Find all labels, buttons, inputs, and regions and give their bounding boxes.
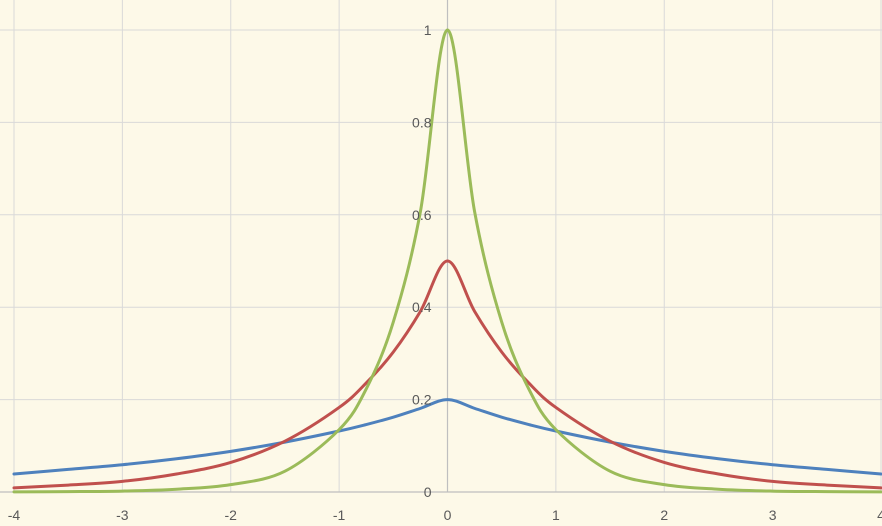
series-line-2: [12, 259, 882, 490]
x-tick-label: -3: [116, 507, 129, 523]
x-tick-label: 4: [877, 507, 882, 523]
series-line-1: [12, 398, 882, 476]
y-tick-label: 1: [424, 22, 432, 38]
y-tick-label: 0.6: [412, 207, 432, 223]
x-tick-label: -1: [333, 507, 346, 523]
y-tick-label: 0.2: [412, 392, 432, 408]
y-tick-label: 0.8: [412, 114, 432, 130]
x-tick-label: 0: [444, 507, 452, 523]
x-tick-label: 3: [769, 507, 777, 523]
y-tick-label: 0: [424, 484, 432, 500]
tick-labels: -4 -3 -2 -1 0 1 2 3 4 0 0.2 0.4 0.6 0.8 1: [8, 22, 882, 523]
series-lines: [12, 28, 882, 494]
x-tick-label: -2: [225, 507, 238, 523]
x-tick-label: 2: [660, 507, 668, 523]
x-tick-label: -4: [8, 507, 21, 523]
series-line-3: [12, 28, 882, 494]
x-tick-label: 1: [552, 507, 560, 523]
y-tick-label: 0.4: [412, 299, 432, 315]
axes: [0, 0, 882, 493]
